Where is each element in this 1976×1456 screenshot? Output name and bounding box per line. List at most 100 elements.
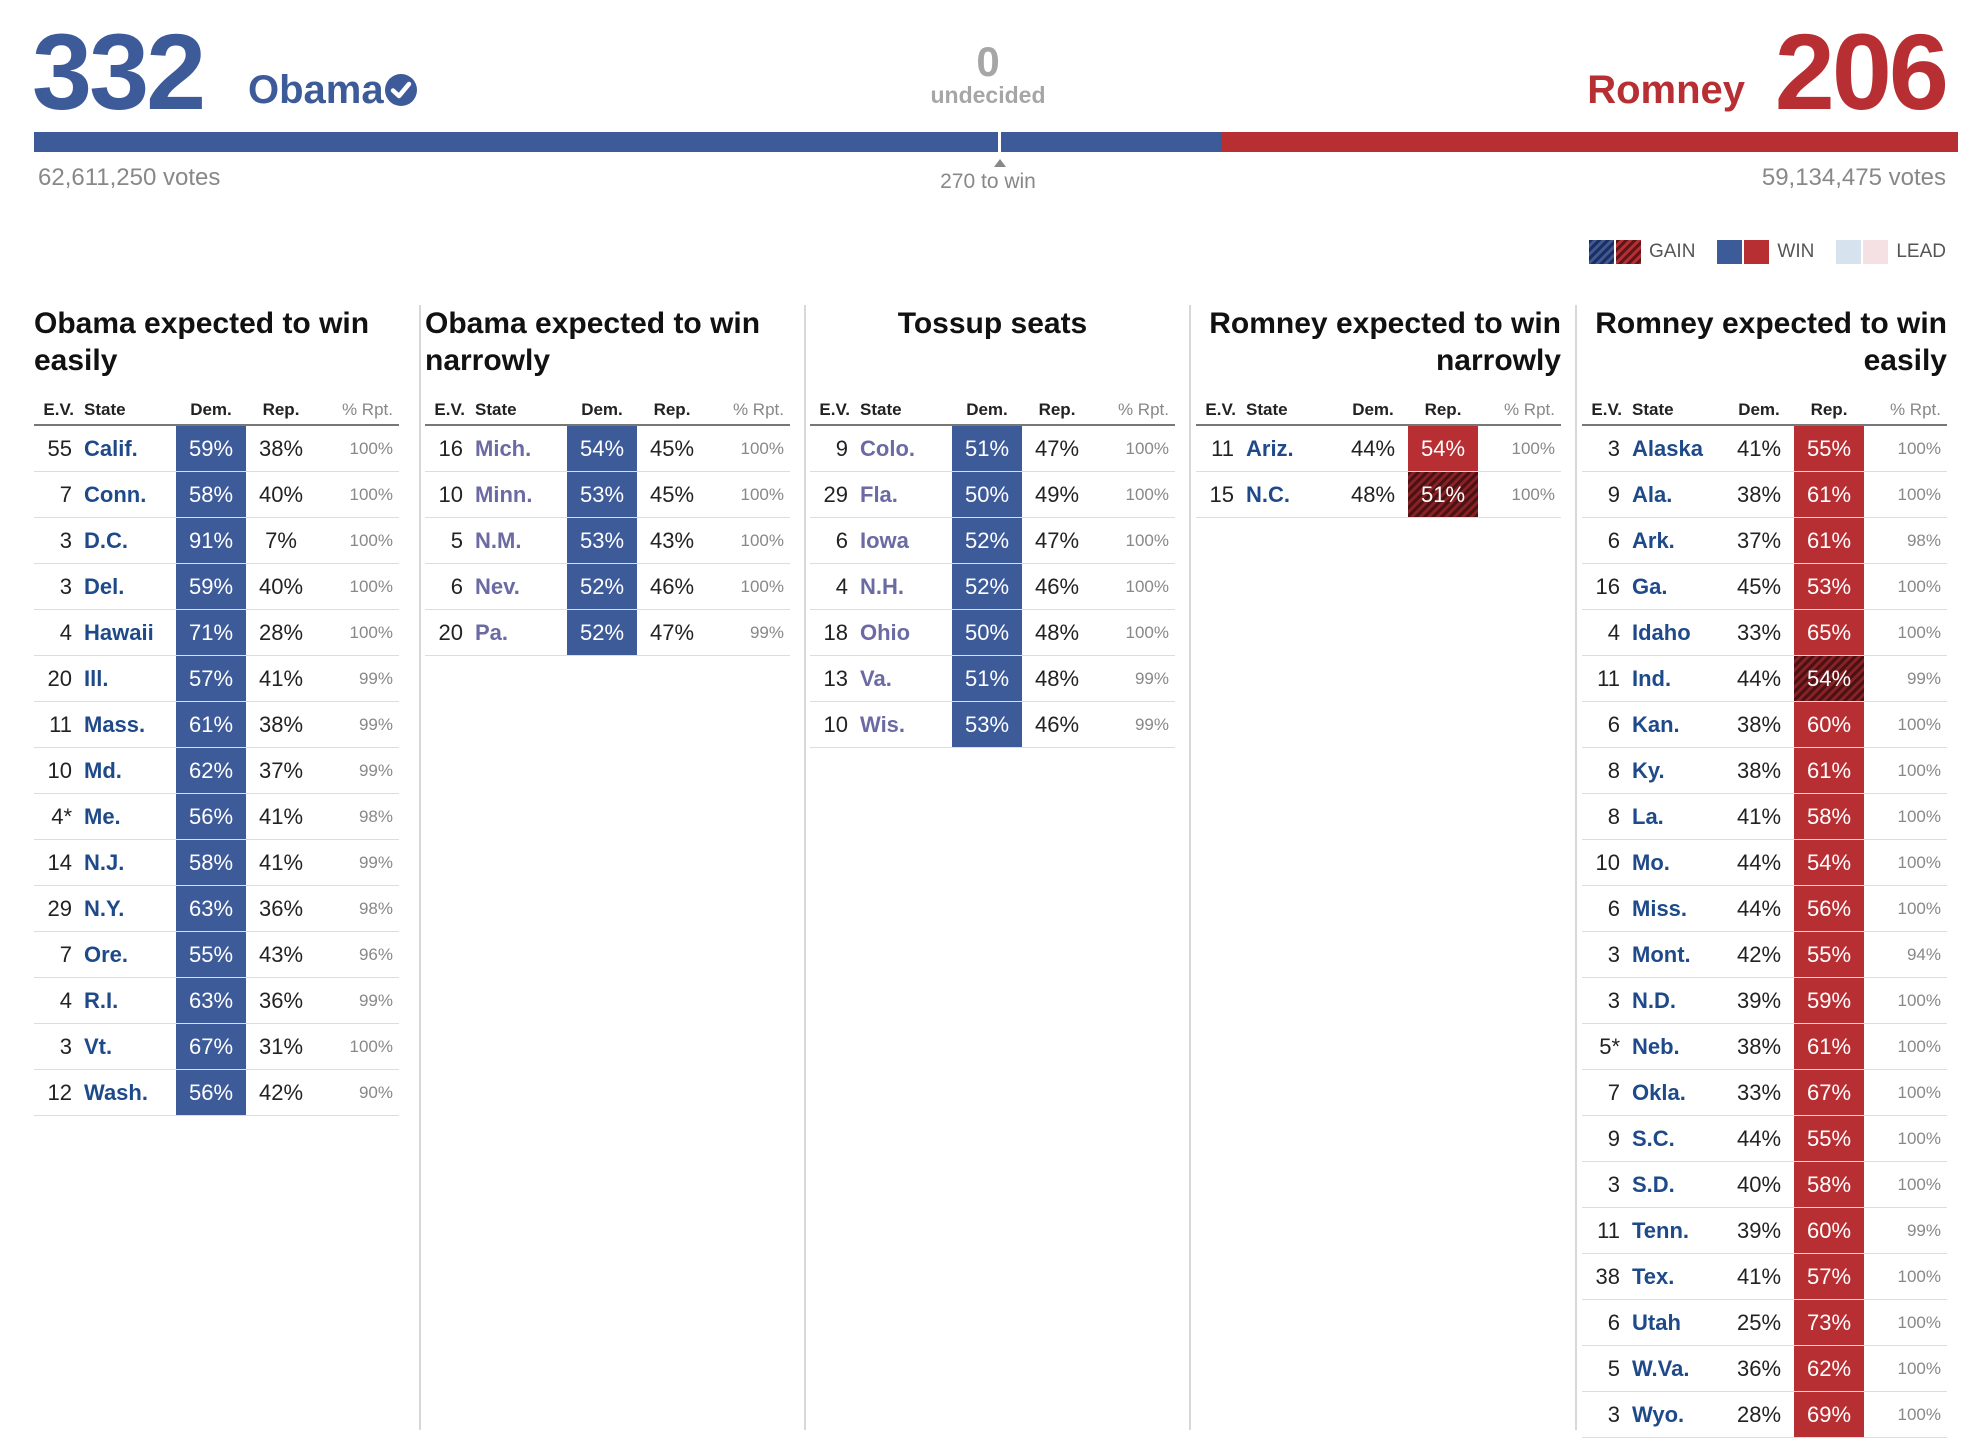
percent-reporting-cell: 100% xyxy=(1897,853,1941,872)
state-link[interactable]: N.M. xyxy=(475,528,522,553)
state-link[interactable]: Nev. xyxy=(475,574,520,599)
state-link[interactable]: Vt. xyxy=(84,1034,113,1059)
table-row: 4 Idaho 33% 65% 100% xyxy=(1582,610,1947,656)
percent-reporting-cell: 99% xyxy=(1906,1221,1941,1240)
state-link[interactable]: Mich. xyxy=(475,436,532,461)
dem-percent-cell: 53% xyxy=(567,472,637,517)
dem-percent-cell: 55% xyxy=(176,932,246,977)
state-link[interactable]: S.C. xyxy=(1632,1126,1675,1151)
state-link[interactable]: Calif. xyxy=(84,436,138,461)
state-link[interactable]: Utah xyxy=(1632,1310,1681,1335)
percent-reporting-cell: 100% xyxy=(1897,715,1941,734)
electoral-votes-cell: 4* xyxy=(51,804,72,829)
state-link[interactable]: Tenn. xyxy=(1632,1218,1690,1243)
state-link[interactable]: N.Y. xyxy=(84,896,125,921)
electoral-votes-cell: 6 xyxy=(1607,896,1620,921)
state-link[interactable]: Me. xyxy=(84,804,121,829)
header-ev: E.V. xyxy=(434,400,465,419)
winner-check-icon xyxy=(385,74,417,106)
state-link[interactable]: Neb. xyxy=(1632,1034,1680,1059)
dem-percent-cell: 33% xyxy=(1736,620,1782,645)
state-link[interactable]: N.D. xyxy=(1632,988,1676,1013)
rep-percent-cell: 60% xyxy=(1794,702,1864,747)
table-row: 4* Me. 56% 41% 98% xyxy=(34,794,399,840)
column-divider xyxy=(804,305,806,1430)
state-link[interactable]: Minn. xyxy=(475,482,533,507)
state-link[interactable]: Ga. xyxy=(1632,574,1668,599)
state-link[interactable]: Wash. xyxy=(84,1080,148,1105)
state-link[interactable]: Idaho xyxy=(1632,620,1691,645)
state-link[interactable]: Ill. xyxy=(84,666,109,691)
state-link[interactable]: Pa. xyxy=(475,620,509,645)
state-link[interactable]: Md. xyxy=(84,758,122,783)
state-link[interactable]: Mo. xyxy=(1632,850,1670,875)
results-column: Tossup seats E.V. State Dem. Rep. % Rpt. 9 Colo… xyxy=(810,305,1175,748)
header-ev: E.V. xyxy=(43,400,74,419)
dem-percent-cell: 42% xyxy=(1736,942,1782,967)
rep-percent-cell: 43% xyxy=(649,528,695,553)
rep-percent-cell: 40% xyxy=(258,482,304,507)
percent-reporting-cell: 99% xyxy=(1134,715,1169,734)
state-link[interactable]: La. xyxy=(1632,804,1664,829)
rep-percent-cell: 38% xyxy=(258,436,304,461)
percent-reporting-cell: 100% xyxy=(349,623,393,642)
state-link[interactable]: S.D. xyxy=(1632,1172,1675,1197)
results-column: Obama expected to win narrowly E.V. State D… xyxy=(425,305,790,656)
percent-reporting-cell: 100% xyxy=(1897,899,1941,918)
state-link[interactable]: R.I. xyxy=(84,988,119,1013)
state-link[interactable]: Ariz. xyxy=(1246,436,1294,461)
state-link[interactable]: Miss. xyxy=(1632,896,1688,921)
table-row: 10 Mo. 44% 54% 100% xyxy=(1582,840,1947,886)
state-link[interactable]: N.C. xyxy=(1246,482,1290,507)
rep-percent-cell: 41% xyxy=(258,804,304,829)
state-link[interactable]: Conn. xyxy=(84,482,147,507)
electoral-votes-cell: 7 xyxy=(59,482,72,507)
state-link[interactable]: Alaska xyxy=(1632,436,1703,461)
table-header: E.V. State Dem. Rep. % Rpt. xyxy=(1196,400,1561,426)
dem-percent-cell: 62% xyxy=(176,748,246,793)
table-row: 20 Ill. 57% 41% 99% xyxy=(34,656,399,702)
state-link[interactable]: N.J. xyxy=(84,850,125,875)
rep-percent-cell: 37% xyxy=(258,758,304,783)
obama-name: Obama xyxy=(248,68,384,112)
state-link[interactable]: Colo. xyxy=(860,436,915,461)
electoral-votes-cell: 11 xyxy=(1211,436,1234,461)
state-link[interactable]: N.H. xyxy=(860,574,904,599)
state-link[interactable]: Ind. xyxy=(1632,666,1672,691)
state-link[interactable]: Ala. xyxy=(1632,482,1673,507)
state-link[interactable]: W.Va. xyxy=(1632,1356,1690,1381)
table-row: 7 Ore. 55% 43% 96% xyxy=(34,932,399,978)
state-link[interactable]: Fla. xyxy=(860,482,898,507)
state-link[interactable]: Ky. xyxy=(1632,758,1665,783)
electoral-votes-cell: 9 xyxy=(835,436,848,461)
dem-percent-cell: 25% xyxy=(1736,1310,1782,1335)
electoral-votes-cell: 3 xyxy=(1607,942,1620,967)
rep-percent-cell: 65% xyxy=(1794,610,1864,655)
dem-percent-cell: 59% xyxy=(176,564,246,609)
percent-reporting-cell: 100% xyxy=(1897,1037,1941,1056)
state-link[interactable]: Hawaii xyxy=(84,620,154,645)
romney-electoral-votes: 206 xyxy=(1774,11,1949,132)
header-ev: E.V. xyxy=(1205,400,1236,419)
state-link[interactable]: Mass. xyxy=(84,712,146,737)
state-link[interactable]: Okla. xyxy=(1632,1080,1686,1105)
state-link[interactable]: Kan. xyxy=(1632,712,1680,737)
state-link[interactable]: Wis. xyxy=(860,712,906,737)
percent-reporting-cell: 100% xyxy=(1897,577,1941,596)
threshold-arrow-icon xyxy=(993,159,1006,167)
state-link[interactable]: Mont. xyxy=(1632,942,1691,967)
dem-percent-cell: 58% xyxy=(176,840,246,885)
state-link[interactable]: Ark. xyxy=(1632,528,1675,553)
electoral-votes-cell: 4 xyxy=(59,620,72,645)
percent-reporting-cell: 94% xyxy=(1906,945,1941,964)
state-link[interactable]: Ohio xyxy=(860,620,911,645)
table-row: 7 Conn. 58% 40% 100% xyxy=(34,472,399,518)
state-link[interactable]: Wyo. xyxy=(1632,1402,1685,1427)
state-link[interactable]: Del. xyxy=(84,574,125,599)
state-link[interactable]: Va. xyxy=(860,666,892,691)
dem-percent-cell: 59% xyxy=(176,426,246,471)
state-link[interactable]: Ore. xyxy=(84,942,129,967)
state-link[interactable]: Iowa xyxy=(860,528,909,553)
state-link[interactable]: D.C. xyxy=(84,528,128,553)
state-link[interactable]: Tex. xyxy=(1632,1264,1675,1289)
